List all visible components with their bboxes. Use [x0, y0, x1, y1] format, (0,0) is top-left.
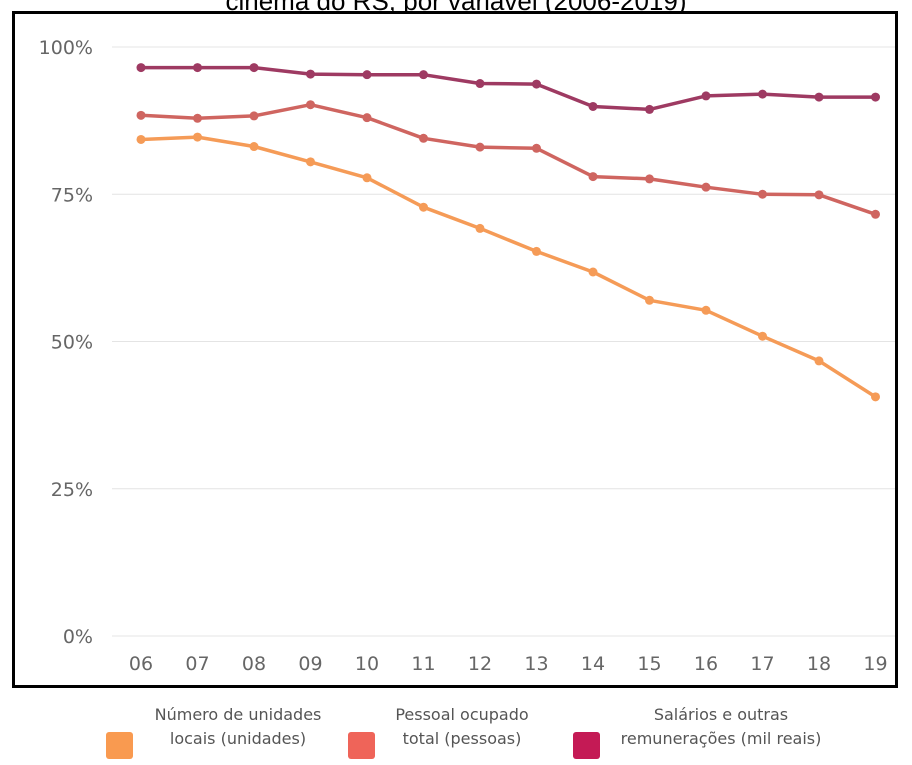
data-point[interactable] — [362, 70, 372, 80]
x-tick-label: 11 — [411, 653, 435, 675]
data-point[interactable] — [475, 79, 485, 89]
data-point[interactable] — [419, 70, 428, 80]
data-point[interactable] — [136, 134, 146, 144]
legend-label-unidades: Número de unidades locais (unidades) — [154, 705, 322, 748]
data-point[interactable] — [701, 182, 711, 192]
data-point[interactable] — [362, 173, 372, 183]
data-point[interactable] — [814, 92, 824, 102]
y-tick-label: 100% — [39, 37, 93, 59]
data-point[interactable] — [532, 246, 541, 256]
data-point[interactable] — [588, 267, 598, 277]
data-point[interactable] — [701, 91, 711, 101]
data-point[interactable] — [588, 101, 598, 111]
x-tick-label: 16 — [694, 653, 718, 675]
y-tick-label: 75% — [51, 184, 93, 206]
data-point[interactable] — [871, 392, 880, 402]
series-1 — [136, 132, 880, 402]
x-tick-label: 08 — [242, 653, 266, 675]
line-chart: 0% 25% 50% 75% 100% 06 07 08 09 10 11 12 13 14 15 16 17… — [39, 37, 895, 675]
chart-frame — [12, 11, 898, 688]
data-point[interactable] — [645, 174, 654, 184]
data-point[interactable] — [758, 331, 767, 341]
y-tick-label: 0% — [63, 626, 93, 648]
data-point[interactable] — [758, 189, 767, 199]
data-point[interactable] — [871, 92, 880, 102]
x-tick-label: 07 — [185, 653, 209, 675]
data-point[interactable] — [532, 143, 541, 153]
x-tick-label: 06 — [129, 653, 153, 675]
legend-swatch-pessoal — [348, 732, 375, 759]
data-point[interactable] — [871, 209, 880, 219]
data-point[interactable] — [814, 190, 824, 200]
legend-label-salarios: Salários e outras remunerações (mil reai… — [620, 705, 822, 748]
x-tick-label: 15 — [637, 653, 661, 675]
x-tick-label: 09 — [298, 653, 322, 675]
data-point[interactable] — [419, 133, 428, 143]
data-point[interactable] — [645, 104, 654, 114]
series-layer — [136, 63, 880, 402]
data-point[interactable] — [758, 89, 767, 99]
data-point[interactable] — [249, 63, 259, 73]
data-point[interactable] — [193, 113, 202, 123]
legend-label-pessoal: Pessoal ocupado total (pessoas) — [395, 705, 529, 748]
series-line-2 — [139, 102, 878, 217]
data-point[interactable] — [193, 63, 202, 73]
data-point[interactable] — [249, 142, 259, 152]
series-2 — [136, 100, 880, 219]
data-point[interactable] — [136, 63, 146, 73]
legend-swatch-salarios — [573, 732, 600, 759]
data-point[interactable] — [136, 110, 146, 120]
data-point[interactable] — [475, 142, 485, 152]
x-axis-ticks: 06 07 08 09 10 11 12 13 14 15 16 17 18 19 — [129, 653, 888, 675]
data-point[interactable] — [249, 111, 259, 121]
series-line-3 — [139, 65, 878, 112]
x-tick-label: 17 — [750, 653, 774, 675]
y-tick-label: 25% — [51, 479, 93, 501]
data-point[interactable] — [701, 305, 711, 315]
x-tick-label: 18 — [807, 653, 831, 675]
data-point[interactable] — [814, 356, 824, 366]
data-point[interactable] — [475, 223, 485, 233]
x-tick-label: 12 — [468, 653, 492, 675]
data-point[interactable] — [193, 132, 202, 142]
x-tick-label: 19 — [863, 653, 887, 675]
x-tick-label: 10 — [355, 653, 379, 675]
legend-swatch-unidades — [106, 732, 133, 759]
series-3 — [136, 63, 880, 114]
data-point[interactable] — [306, 157, 315, 167]
y-tick-label: 50% — [51, 332, 93, 354]
data-point[interactable] — [306, 69, 315, 79]
data-point[interactable] — [306, 100, 315, 110]
data-point[interactable] — [645, 295, 654, 305]
data-point[interactable] — [419, 202, 428, 212]
x-tick-label: 13 — [524, 653, 548, 675]
data-point[interactable] — [588, 172, 598, 182]
data-point[interactable] — [532, 79, 541, 89]
y-axis-ticks: 0% 25% 50% 75% 100% — [39, 37, 93, 648]
legend: Número de unidades locais (unidades) Pes… — [0, 703, 912, 765]
data-point[interactable] — [362, 113, 372, 123]
series-line-1 — [139, 135, 878, 399]
x-tick-label: 14 — [581, 653, 605, 675]
